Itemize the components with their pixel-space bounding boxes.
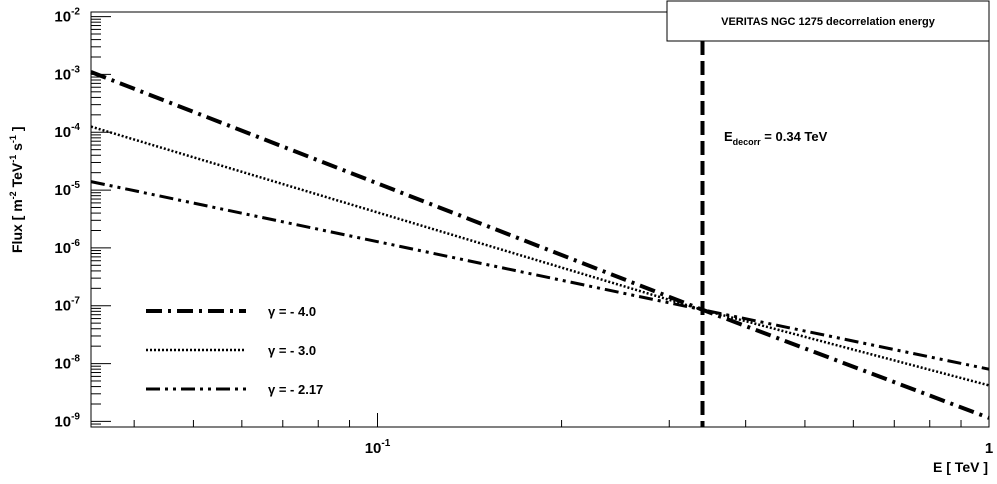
annotation: Edecorr = 0.34 TeV [724, 129, 828, 147]
plot-frame [90, 11, 990, 428]
minor-ticks [91, 18, 962, 428]
legend-label-2: γ = - 3.0 [268, 343, 316, 358]
series-lines [90, 70, 990, 420]
x-tick-labels: 10-1 1 [365, 438, 993, 457]
series-line-3 [90, 180, 990, 371]
legend-label-1: γ = - 4.0 [268, 304, 316, 319]
y-tick-label: 10-5 [54, 180, 80, 199]
y-tick-label: 10-8 [54, 354, 80, 373]
x-tick-label: 10-1 [365, 438, 391, 457]
y-tick-label: 10-7 [54, 296, 80, 315]
x-axis-title: E [ TeV ] [933, 459, 988, 475]
y-axis-title: Flux [ m-2 TeV-1 s-1 ] [8, 127, 25, 254]
y-tick-label: 10-4 [54, 122, 80, 141]
series-line-2 [90, 125, 990, 387]
chart-title-box: VERITAS NGC 1275 decorrelation energy [666, 0, 990, 42]
y-tick-label: 10-6 [54, 238, 80, 257]
series-line-1 [90, 70, 990, 420]
y-tick-label: 10-9 [54, 411, 80, 430]
legend-label-3: γ = - 2.17 [268, 382, 323, 397]
y-tick-label: 10-3 [54, 64, 80, 83]
legend: γ = - 4.0 γ = - 3.0 γ = - 2.17 [146, 304, 323, 397]
x-tick-label: 1 [985, 440, 993, 457]
y-tick-label: 10-2 [54, 7, 80, 26]
decorr-annotation: Edecorr = 0.34 TeV [724, 129, 828, 147]
y-tick-labels: 10-9 10-8 10-7 10-6 10-5 10-4 10-3 10-2 [54, 7, 80, 431]
chart-title: VERITAS NGC 1275 decorrelation energy [721, 16, 936, 28]
